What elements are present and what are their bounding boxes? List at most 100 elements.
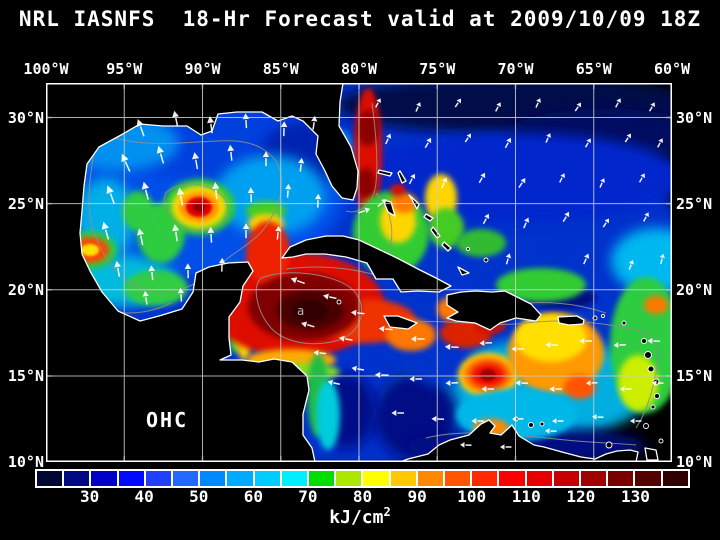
wind-arrow [172, 110, 179, 127]
wind-arrow [615, 98, 621, 108]
map-border [46, 83, 672, 462]
wind-arrow [242, 113, 250, 129]
island [605, 441, 613, 449]
wind-arrow [652, 380, 664, 386]
colorbar-tick-labels: 30 40 50 60 70 80 90 100 110 120 130 [35, 487, 690, 507]
unit-text: kJ/cm [329, 507, 384, 528]
wind-arrow [327, 379, 341, 386]
ohc-blob [292, 300, 328, 322]
ohc-blob [644, 296, 668, 314]
wind-arrow [599, 178, 605, 188]
wind-arrow [114, 260, 122, 277]
wind-arrow [409, 376, 423, 382]
colorbar-tick: 70 [298, 487, 318, 506]
map-labels: OHC a [146, 304, 304, 432]
wind-arrow [338, 335, 353, 342]
page-title: NRL IASNFS 18-Hr Forecast valid at 2009/… [18, 7, 702, 31]
wind-arrow [574, 102, 582, 112]
ohc-blob [390, 184, 406, 196]
landmass [281, 235, 452, 293]
wind-arrow [285, 183, 292, 198]
wind-arrow [638, 173, 645, 183]
wind-arrow [377, 199, 387, 208]
wind-arrow [410, 335, 425, 343]
wind-arrow [643, 212, 649, 222]
latlon-grid [46, 83, 672, 462]
colorbar-tick: 50 [189, 487, 209, 506]
colorbar-cell [553, 471, 582, 486]
wind-arrow [444, 343, 459, 351]
wind-arrow [624, 133, 632, 143]
colorbar-cell [608, 471, 636, 486]
ohc-blob [496, 268, 586, 302]
ohc-blob [456, 229, 506, 257]
wind-arrow [385, 133, 392, 145]
lat-tick-label: 20°N [7, 280, 44, 299]
landmass [377, 169, 393, 177]
wind-arrow [148, 265, 156, 281]
wind-arrow [562, 211, 570, 223]
forecast-map: OHC a [46, 83, 672, 462]
wind-arrow [545, 133, 551, 143]
colorbar-tick: 130 [620, 487, 650, 506]
landmass [408, 194, 420, 210]
wind-arrow [106, 185, 115, 205]
ohc-blob [515, 314, 587, 362]
colorbar-cell [145, 471, 174, 486]
colorbar-tick: 90 [407, 487, 427, 506]
island [641, 338, 647, 344]
wind-arrow [275, 225, 282, 240]
colorbar-cell [254, 471, 282, 486]
wind-arrow [212, 182, 220, 200]
island [466, 247, 470, 251]
colorbar-tick: 60 [243, 487, 263, 506]
wind-arrow [314, 193, 322, 208]
wind-arrow [391, 410, 405, 416]
wind-arrow [141, 181, 150, 200]
island [654, 393, 660, 399]
wind-arrow [350, 309, 365, 316]
wind-arrow [358, 207, 371, 214]
lon-tick-label: 95°W [106, 60, 143, 78]
ohc-label: OHC [146, 408, 188, 432]
contour-label-a: a [297, 304, 304, 318]
colorbar-cell [581, 471, 609, 486]
wind-arrow [375, 98, 381, 108]
ohc-blob [356, 168, 376, 198]
wind-arrow [647, 337, 661, 344]
colorbar [35, 469, 690, 488]
island [658, 438, 664, 444]
ohc-blob [81, 244, 99, 256]
wind-arrow [262, 151, 270, 167]
wind-arrow [298, 157, 305, 172]
colorbar-tick: 120 [566, 487, 596, 506]
colorbar-unit: kJ/cm2 [0, 505, 720, 528]
lat-tick-label: 15°N [7, 367, 44, 385]
wind-arrow [545, 428, 557, 434]
wind-arrow [207, 116, 215, 134]
lat-tick-label: 15°N [676, 367, 713, 385]
wind-arrow [648, 102, 655, 112]
lat-tick-label: 30°N [676, 108, 713, 127]
wind-arrow [500, 444, 512, 450]
unit-exponent: 2 [383, 505, 391, 519]
colorbar-cell [472, 471, 500, 486]
wind-arrow [464, 133, 472, 143]
wind-arrow [630, 418, 642, 424]
lon-tick-label: 70°W [497, 60, 534, 78]
wind-arrow [579, 338, 593, 344]
wind-arrow [424, 137, 432, 149]
wind-arrow [481, 386, 495, 392]
wind-arrow [184, 263, 192, 279]
lon-tick-label: 85°W [262, 60, 299, 78]
wind-arrow [137, 228, 145, 246]
wind-arrow [518, 178, 526, 188]
wind-arrow [176, 187, 185, 206]
wind-arrow [136, 118, 145, 137]
contour-line [163, 183, 229, 232]
lon-tick-label: 80°W [340, 60, 378, 78]
colorbar-cell [37, 471, 65, 486]
wind-arrow [290, 277, 305, 285]
wind-arrow [172, 224, 180, 242]
